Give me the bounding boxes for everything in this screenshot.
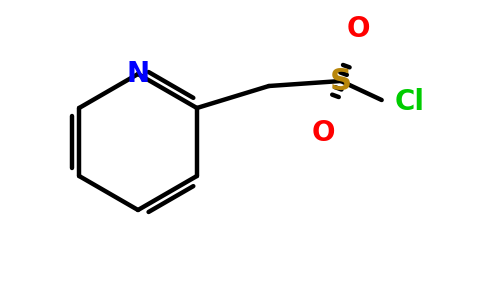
Text: O: O — [347, 15, 370, 43]
Text: O: O — [311, 119, 335, 147]
Text: Cl: Cl — [394, 88, 424, 116]
Text: N: N — [126, 60, 150, 88]
Text: S: S — [330, 67, 352, 95]
